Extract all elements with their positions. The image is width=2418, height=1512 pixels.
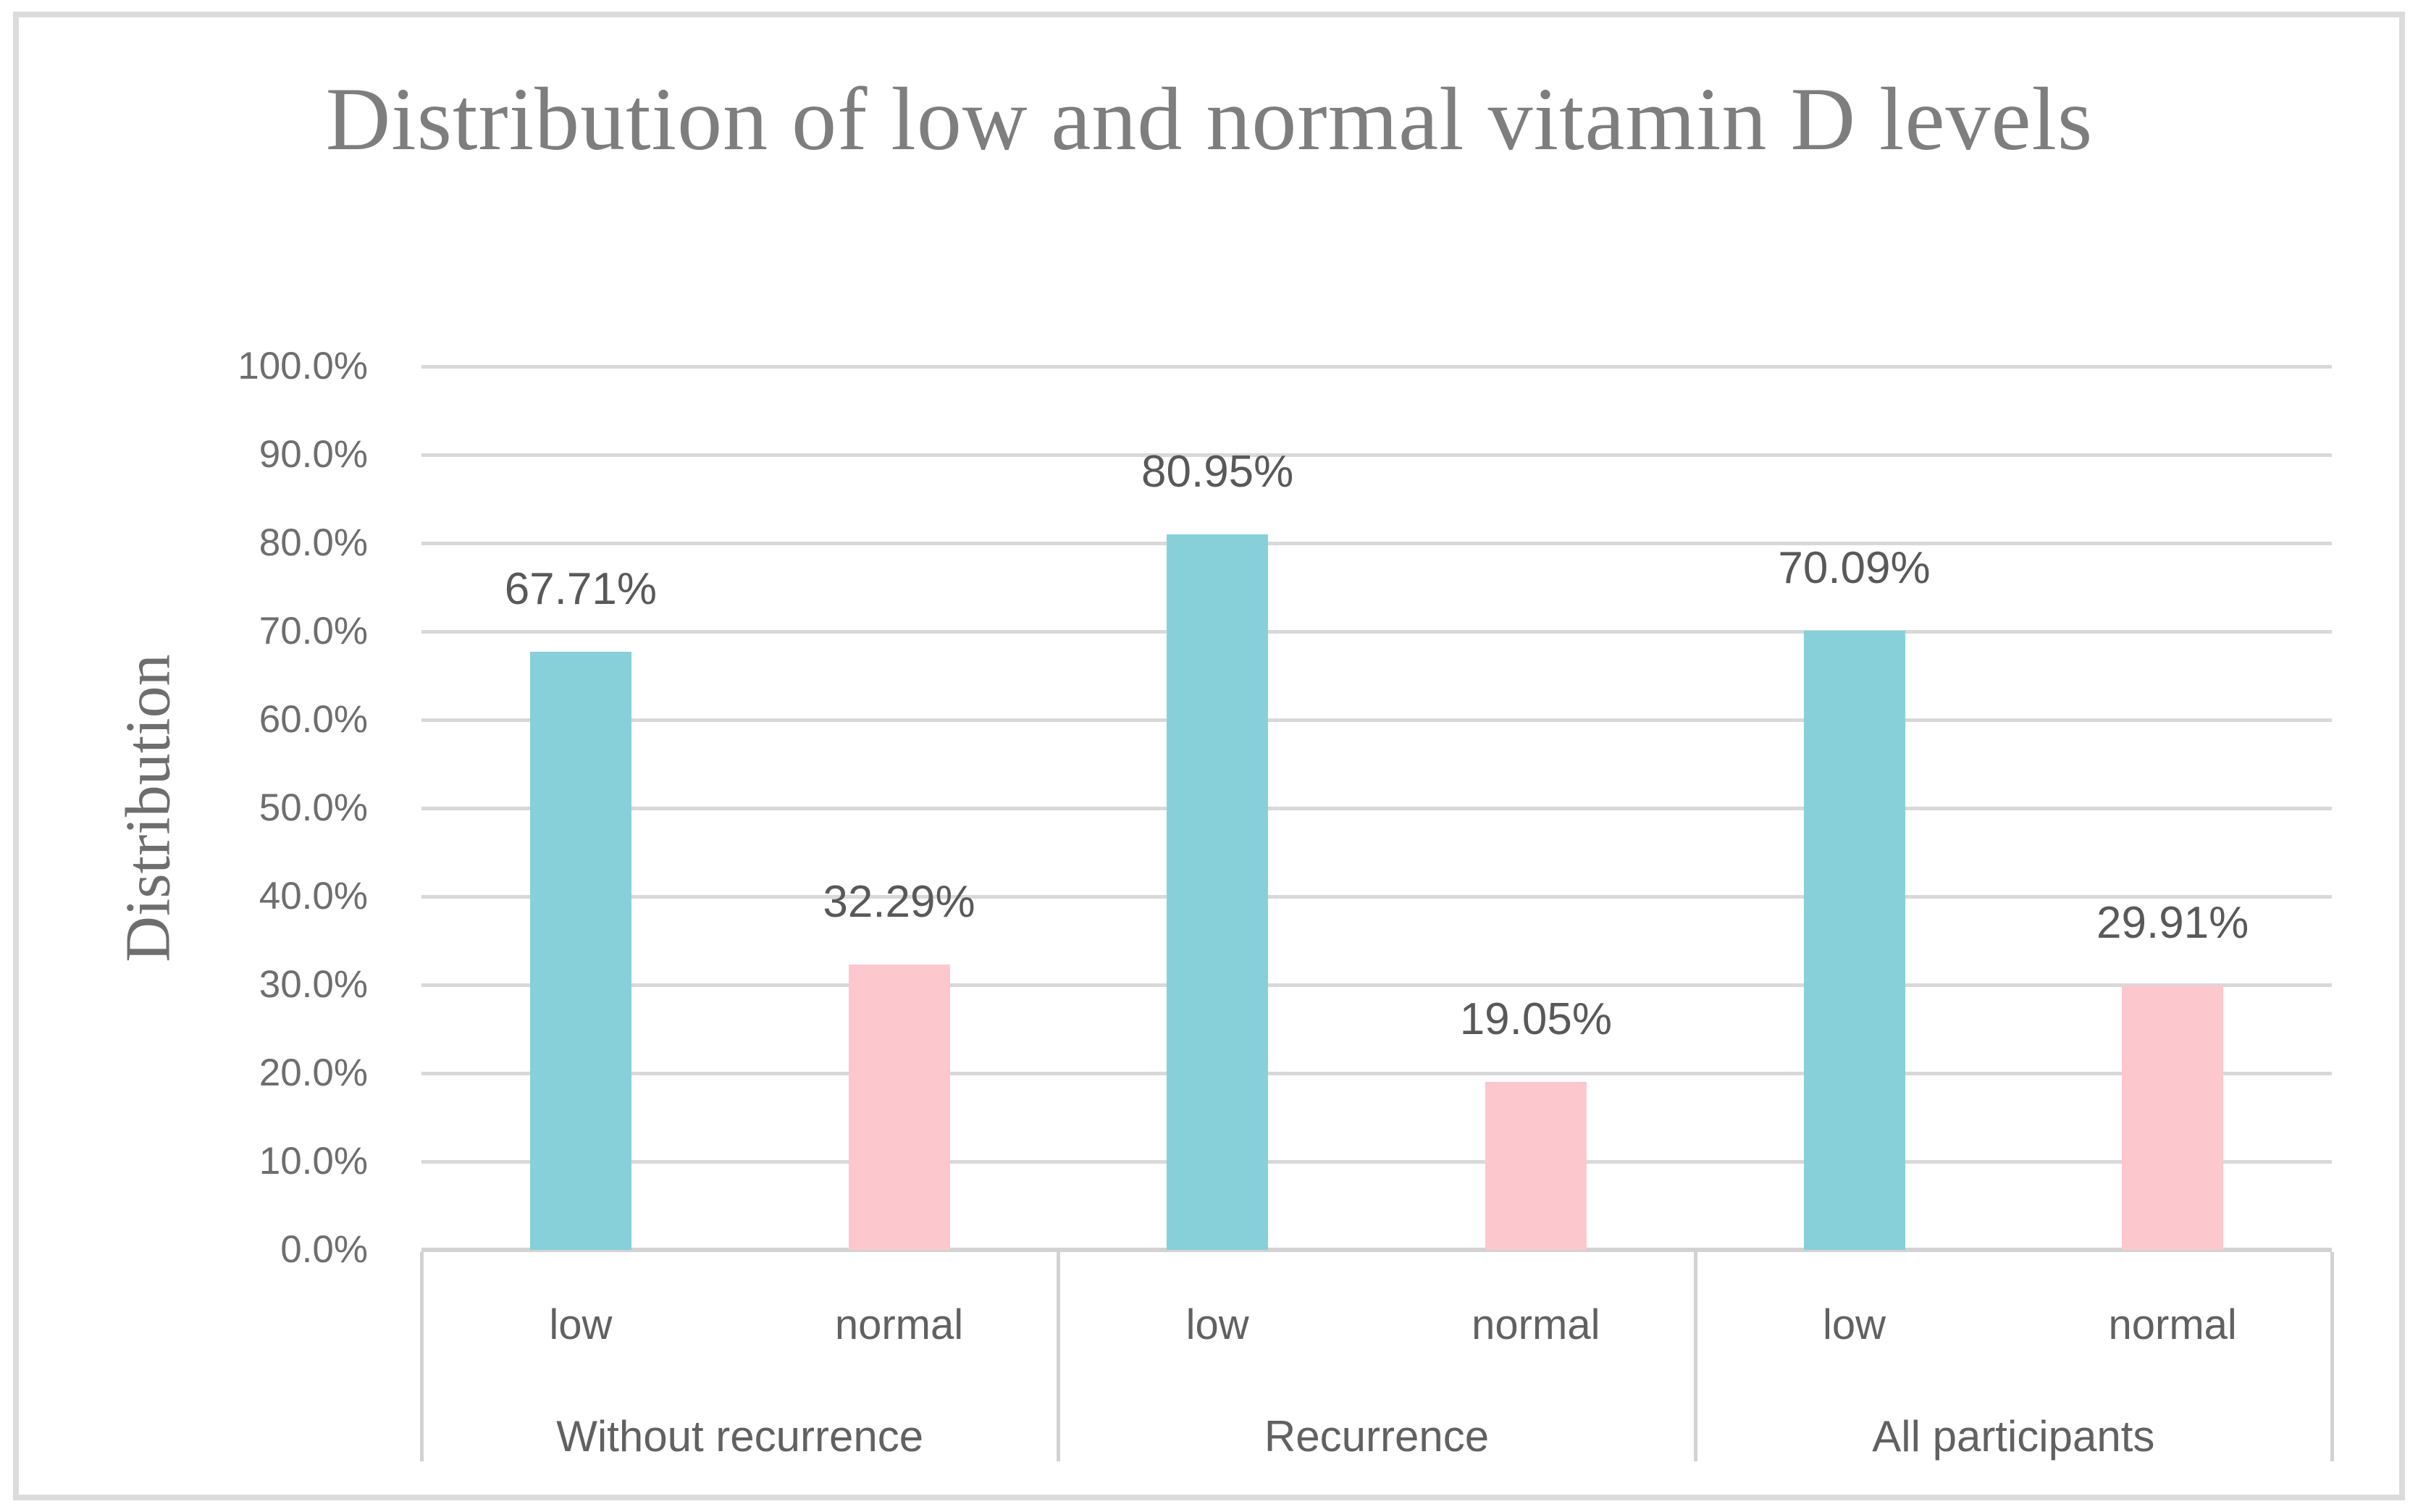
- bar-normal-group2: [1485, 1081, 1587, 1250]
- y-axis-tick-label: 50.0%: [259, 786, 368, 829]
- y-axis-tick-label: 0.0%: [280, 1228, 368, 1271]
- group-label: All participants: [1872, 1412, 2155, 1461]
- bar-data-label: 32.29%: [823, 877, 975, 928]
- y-gridline: [421, 542, 2332, 545]
- category-label: low: [549, 1301, 613, 1348]
- category-label: normal: [1472, 1301, 1600, 1348]
- bar-normal-group1: [848, 965, 950, 1250]
- y-gridline: [421, 895, 2332, 899]
- y-gridline: [421, 365, 2332, 369]
- x-axis-line: [421, 1248, 2332, 1252]
- y-gridline: [421, 453, 2332, 457]
- y-axis-tick-label: 30.0%: [259, 963, 368, 1006]
- group-label: Recurrence: [1264, 1412, 1490, 1461]
- y-axis-tick-label: 90.0%: [259, 433, 368, 476]
- y-axis-tick-label: 20.0%: [259, 1051, 368, 1094]
- y-axis-tick-label: 10.0%: [259, 1140, 368, 1183]
- bar-data-label: 80.95%: [1141, 447, 1294, 497]
- category-axis-divider: [1057, 1252, 1061, 1461]
- category-axis-divider: [420, 1252, 424, 1461]
- y-gridline: [421, 983, 2332, 987]
- bar-data-label: 29.91%: [2096, 898, 2249, 949]
- y-gridline: [421, 718, 2332, 722]
- category-label: low: [1822, 1301, 1886, 1348]
- y-gridline: [421, 807, 2332, 810]
- y-axis-tick-label: 40.0%: [259, 875, 368, 917]
- category-axis-divider: [2330, 1252, 2334, 1461]
- y-gridline: [421, 630, 2332, 634]
- y-axis-tick-label: 70.0%: [259, 610, 368, 652]
- bar-low-group1: [529, 651, 631, 1250]
- y-axis-tick-label: 80.0%: [259, 521, 368, 564]
- bar-data-label: 19.05%: [1459, 994, 1612, 1044]
- y-axis-tick-label: 100.0%: [238, 345, 368, 387]
- category-label: low: [1185, 1301, 1249, 1348]
- bar-normal-group3: [2122, 986, 2224, 1250]
- bar-data-label: 70.09%: [1778, 542, 1931, 593]
- category-label: normal: [834, 1301, 964, 1348]
- category-label: normal: [2108, 1301, 2237, 1348]
- chart-title: Distribution of low and normal vitamin D…: [325, 70, 2094, 169]
- y-axis-tick-label: 60.0%: [259, 698, 368, 741]
- y-gridline: [421, 1160, 2332, 1164]
- bar-low-group3: [1803, 630, 1905, 1250]
- y-gridline: [421, 1072, 2332, 1075]
- group-label: Without recurrence: [556, 1412, 924, 1461]
- bar-low-group2: [1167, 534, 1269, 1250]
- bar-data-label: 67.71%: [504, 563, 657, 614]
- category-axis-divider: [1693, 1252, 1697, 1461]
